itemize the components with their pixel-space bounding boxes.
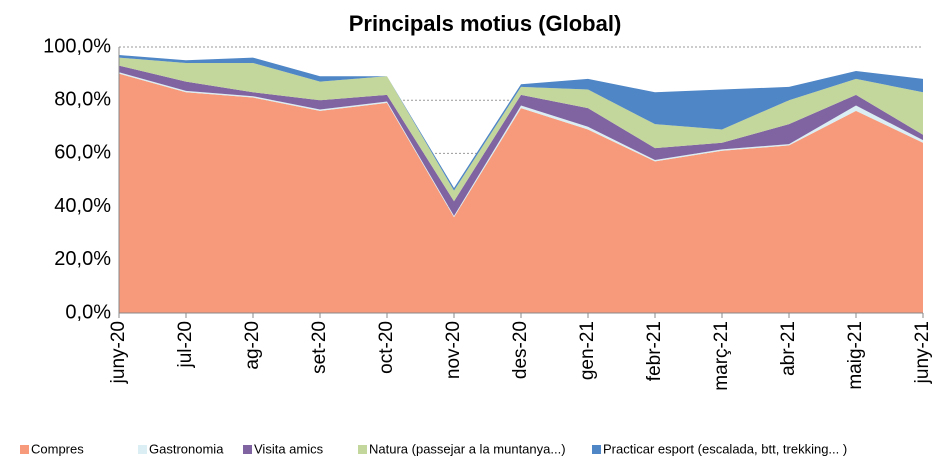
legend-swatch — [358, 445, 367, 454]
legend-label: Gastronomia — [149, 441, 224, 456]
area — [119, 57, 923, 202]
x-tick-label: juny-21 — [912, 321, 933, 384]
x-tick-label: març-21 — [711, 321, 732, 391]
x-tick-label: maig-21 — [845, 321, 866, 390]
legend-swatch — [20, 445, 29, 454]
legend-swatch — [243, 445, 252, 454]
y-tick-label: 80,0% — [54, 88, 111, 110]
x-tick-label: juny-20 — [108, 321, 129, 384]
x-tick-label: febr-21 — [644, 321, 665, 381]
x-tick-label: oct-20 — [376, 321, 397, 374]
legend-label: Natura (passejar a la muntanya...) — [369, 441, 566, 456]
y-tick-label: 0,0% — [65, 301, 111, 323]
x-tick-label: nov-20 — [443, 321, 464, 379]
x-tick-label: des-20 — [510, 321, 531, 379]
y-tick-label: 60,0% — [54, 142, 111, 164]
x-tick-label: jul-20 — [175, 321, 196, 368]
legend-swatch — [592, 445, 601, 454]
chart-title: Principals motius (Global) — [349, 11, 622, 36]
y-tick-label: 100,0% — [43, 35, 111, 57]
y-tick-label: 20,0% — [54, 248, 111, 270]
area — [119, 65, 923, 216]
legend-label: Practicar esport (escalada, btt, trekkin… — [603, 441, 847, 456]
legend-swatch — [138, 445, 147, 454]
legend-label: Compres — [31, 441, 84, 456]
y-tick-label: 40,0% — [54, 195, 111, 217]
x-tick-label: set-20 — [309, 321, 330, 374]
x-tick-label: ag-20 — [242, 321, 263, 370]
x-tick-label: gen-21 — [577, 321, 598, 380]
legend-label: Visita amics — [254, 441, 324, 456]
area — [119, 73, 923, 313]
x-tick-label: abr-21 — [778, 321, 799, 376]
